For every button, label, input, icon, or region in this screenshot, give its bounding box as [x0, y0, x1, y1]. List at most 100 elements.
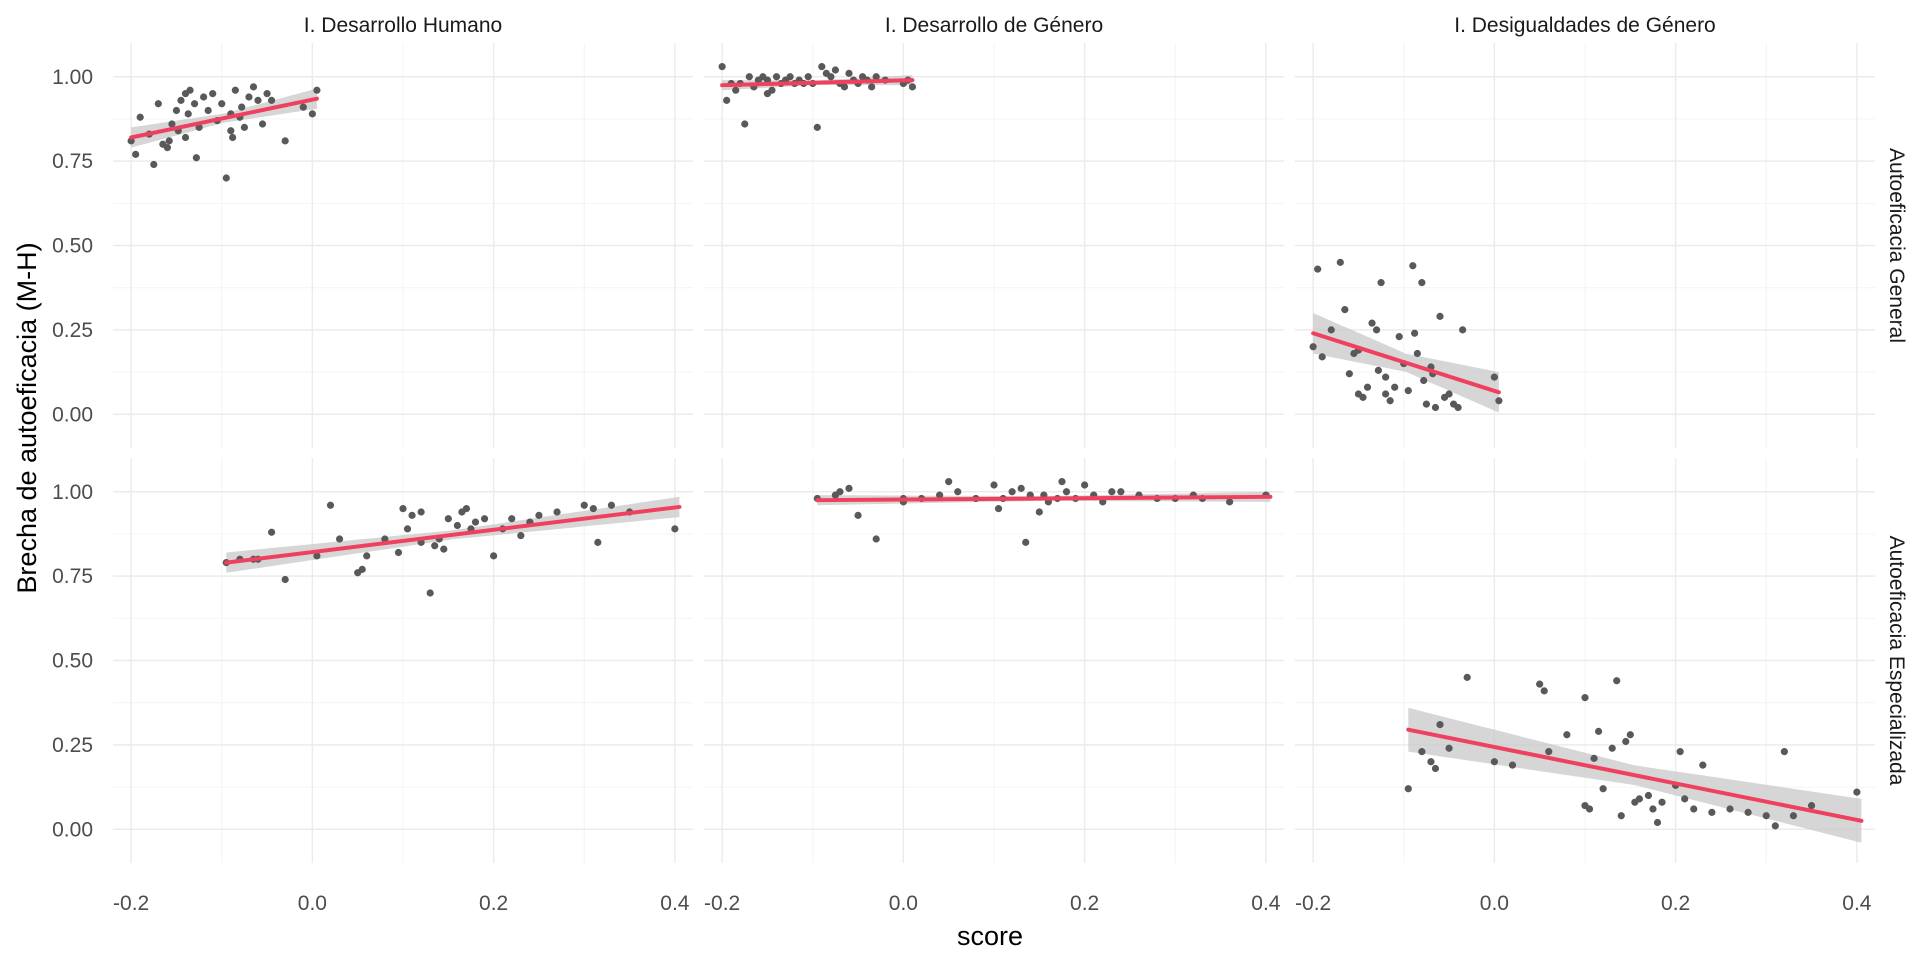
- data-point: [1608, 744, 1616, 752]
- data-point: [1490, 758, 1498, 766]
- data-point: [1445, 390, 1453, 398]
- data-point: [1536, 680, 1544, 688]
- data-point: [1404, 387, 1412, 395]
- data-point: [1463, 673, 1471, 681]
- data-point: [1368, 319, 1376, 327]
- data-point: [813, 123, 821, 131]
- data-point: [804, 73, 812, 81]
- data-point: [827, 73, 835, 81]
- y-tick-label: 1.00: [52, 66, 93, 89]
- data-point: [1649, 805, 1657, 813]
- data-point: [763, 76, 772, 84]
- data-point: [229, 133, 237, 142]
- data-point: [908, 83, 917, 91]
- data-point: [177, 96, 185, 104]
- y-tick-label: 0.25: [52, 319, 93, 342]
- data-point: [845, 484, 853, 492]
- data-point: [238, 103, 246, 111]
- y-tick-label: 0.50: [52, 235, 93, 258]
- data-point: [254, 96, 262, 104]
- data-point: [1336, 258, 1344, 266]
- data-point: [990, 481, 998, 489]
- data-point: [1431, 403, 1440, 412]
- data-point: [172, 106, 181, 115]
- y-tick-label: 0.00: [52, 818, 93, 841]
- data-point: [718, 63, 726, 71]
- data-point: [818, 63, 826, 71]
- data-point: [281, 137, 289, 145]
- data-point: [249, 83, 258, 91]
- data-point: [1377, 279, 1385, 287]
- data-point: [417, 508, 425, 516]
- data-point: [240, 123, 249, 131]
- data-point: [1099, 498, 1107, 506]
- strip-row-autoeficacia-general: Autoeficacia General: [1885, 148, 1908, 343]
- y-axis-title: Brecha de autoeficacia (M-H): [12, 242, 42, 593]
- data-point: [281, 575, 289, 584]
- data-point: [1022, 538, 1030, 546]
- data-point: [1374, 366, 1382, 374]
- data-point: [945, 478, 953, 486]
- data-point: [786, 73, 794, 81]
- data-point: [1318, 353, 1326, 361]
- data-point: [480, 515, 489, 523]
- fit-line-layer: [129, 78, 1864, 823]
- data-point: [1690, 805, 1698, 813]
- data-point: [358, 565, 366, 573]
- data-point: [868, 83, 876, 91]
- data-point: [1411, 329, 1419, 337]
- data-point: [245, 93, 253, 101]
- x-tick-label: 0.0: [298, 892, 327, 915]
- data-point: [200, 93, 208, 101]
- data-point: [1422, 400, 1431, 408]
- data-point: [1658, 798, 1666, 806]
- data-point: [1540, 687, 1548, 695]
- data-point: [732, 86, 740, 94]
- data-point: [1590, 754, 1598, 762]
- data-point: [263, 90, 271, 98]
- x-tick-label: 0.2: [479, 892, 508, 915]
- data-point: [399, 505, 407, 513]
- data-point: [267, 528, 276, 536]
- x-tick-label: 0.2: [1070, 892, 1099, 915]
- data-point: [1563, 731, 1571, 739]
- data-point: [872, 73, 880, 81]
- y-tick-label: 0.50: [52, 650, 93, 673]
- data-point: [1427, 758, 1435, 766]
- data-point: [831, 66, 840, 74]
- data-point: [136, 113, 144, 121]
- data-point: [462, 505, 471, 513]
- confidence-band-layer: [131, 75, 1862, 843]
- data-point: [1681, 795, 1689, 803]
- data-point: [490, 552, 498, 560]
- data-point: [1017, 484, 1025, 492]
- data-point: [763, 90, 772, 98]
- data-point: [840, 83, 849, 91]
- data-point: [132, 150, 140, 158]
- data-point: [1062, 488, 1071, 496]
- x-axis-title: score: [957, 921, 1023, 951]
- data-point: [154, 100, 162, 108]
- data-point: [594, 538, 602, 546]
- strip-title-i-desarrollo-humano: I. Desarrollo Humano: [304, 14, 502, 37]
- data-point: [394, 548, 403, 557]
- data-point: [192, 154, 200, 162]
- y-tick-label: 0.25: [52, 734, 93, 757]
- data-point: [1726, 805, 1734, 813]
- x-tick-label: 0.0: [1480, 892, 1509, 915]
- fit-line: [1406, 727, 1864, 823]
- data-point: [845, 69, 853, 77]
- data-point: [1058, 478, 1066, 486]
- data-point: [1708, 808, 1716, 816]
- data-point: [444, 515, 452, 523]
- data-point: [313, 86, 321, 94]
- fit-line: [1311, 331, 1501, 395]
- data-point: [1508, 761, 1517, 769]
- data-point: [872, 535, 880, 543]
- data-point: [1459, 326, 1467, 334]
- data-point: [440, 545, 448, 553]
- data-point: [1699, 761, 1707, 769]
- data-point: [267, 96, 276, 104]
- data-point: [313, 552, 321, 560]
- data-point: [1372, 326, 1381, 334]
